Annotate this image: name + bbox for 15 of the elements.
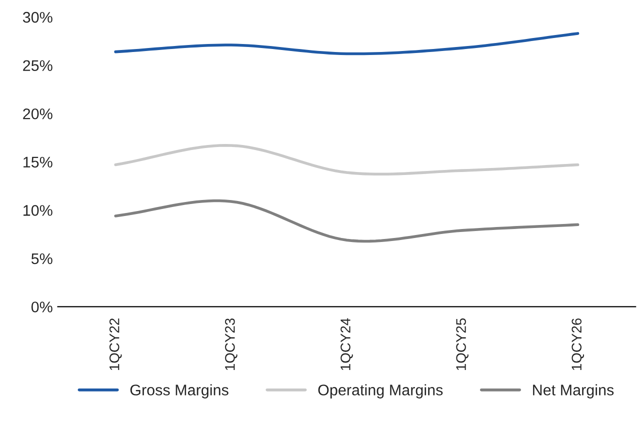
x-tick-label: 1QCY26: [572, 318, 584, 370]
y-tick-label: 5%: [31, 253, 52, 264]
y-tick-label: 15%: [24, 156, 52, 168]
x-tick-label: 1QCY23: [225, 318, 238, 370]
x-tick-label: 1QCY22: [109, 318, 122, 370]
y-tick-label: 25%: [23, 60, 52, 72]
y-tick-label: 30%: [22, 12, 52, 23]
legend-label: Operating Margins: [318, 384, 443, 398]
legend-label: Net Margins: [533, 384, 614, 398]
y-tick-label: 20%: [23, 108, 52, 120]
x-tick-label: 1QCY24: [340, 318, 353, 370]
x-tick-label: 1QCY25: [456, 318, 468, 370]
y-tick-label: 10%: [24, 205, 52, 216]
y-tick-label: 0%: [31, 302, 52, 312]
legend-label: Gross Margins: [130, 384, 228, 398]
